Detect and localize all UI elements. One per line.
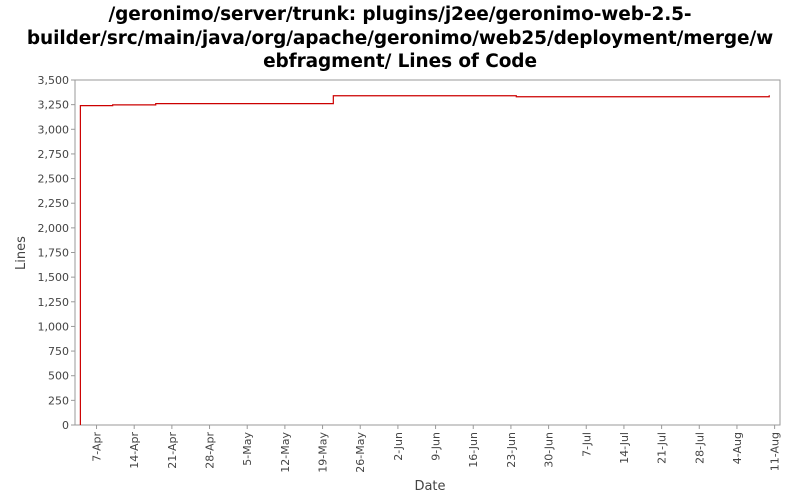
y-tick-label: 1,750: [38, 247, 70, 260]
x-tick-label: 5-May: [241, 432, 254, 466]
chart-title-line-2: builder/src/main/java/org/apache/geronim…: [26, 28, 774, 49]
y-tick-label: 1,250: [38, 296, 70, 309]
x-tick-label: 21-Jul: [656, 432, 669, 464]
y-tick-label: 750: [48, 345, 69, 358]
x-tick-label: 7-Apr: [91, 432, 104, 462]
x-tick-label: 12-May: [279, 432, 292, 473]
y-tick-label: 250: [48, 394, 69, 407]
y-axis: 0 250 500 750 1,000 1,250 1,500 1,750 2,000 2,250…: [38, 74, 75, 432]
y-tick-label: 2,250: [38, 197, 70, 210]
x-tick-label: 23-Jun: [505, 432, 518, 468]
y-tick-label: 1,500: [38, 271, 70, 284]
x-tick-label: 11-Aug: [769, 432, 782, 471]
x-tick-label: 28-Apr: [204, 432, 217, 469]
y-tick-label: 3,500: [38, 74, 70, 87]
y-tick-label: 2,500: [38, 173, 70, 186]
chart-title-line-3: ebfragment/ Lines of Code: [263, 51, 537, 72]
x-tick-label: 2-Jun: [392, 432, 405, 461]
x-tick-label: 30-Jun: [543, 432, 556, 468]
x-tick-label: 16-Jun: [467, 432, 480, 468]
series-group: [79, 95, 770, 425]
y-tick-label: 1,000: [38, 320, 70, 333]
x-tick-label: 21-Apr: [166, 432, 179, 469]
y-axis-title: Lines: [14, 236, 29, 270]
y-tick-label: 3,250: [38, 99, 70, 112]
x-tick-label: 7-Jul: [580, 432, 593, 457]
x-tick-label: 4-Aug: [731, 432, 744, 464]
x-tick-label: 14-Apr: [128, 432, 141, 469]
x-tick-label: 28-Jul: [693, 432, 706, 464]
y-tick-label: 2,750: [38, 148, 70, 161]
x-tick-label: 26-May: [354, 432, 367, 473]
y-tick-label: 3,000: [38, 123, 70, 136]
chart-title-line-1: /geronimo/server/trunk: plugins/j2ee/ger…: [108, 4, 692, 25]
x-tick-label: 19-May: [317, 432, 330, 473]
x-axis-title: Date: [414, 479, 445, 494]
plot-area: [74, 79, 781, 426]
series-line: [79, 95, 770, 425]
x-tick-label: 14-Jul: [618, 432, 631, 464]
y-tick-label: 2,000: [38, 222, 70, 235]
y-tick-label: 0: [62, 419, 69, 432]
y-tick-label: 500: [48, 370, 69, 383]
x-tick-label: 9-Jun: [430, 432, 443, 461]
x-axis: 7-Apr 14-Apr 21-Apr 28-Apr 5-May 12-May 19-May…: [91, 425, 782, 473]
